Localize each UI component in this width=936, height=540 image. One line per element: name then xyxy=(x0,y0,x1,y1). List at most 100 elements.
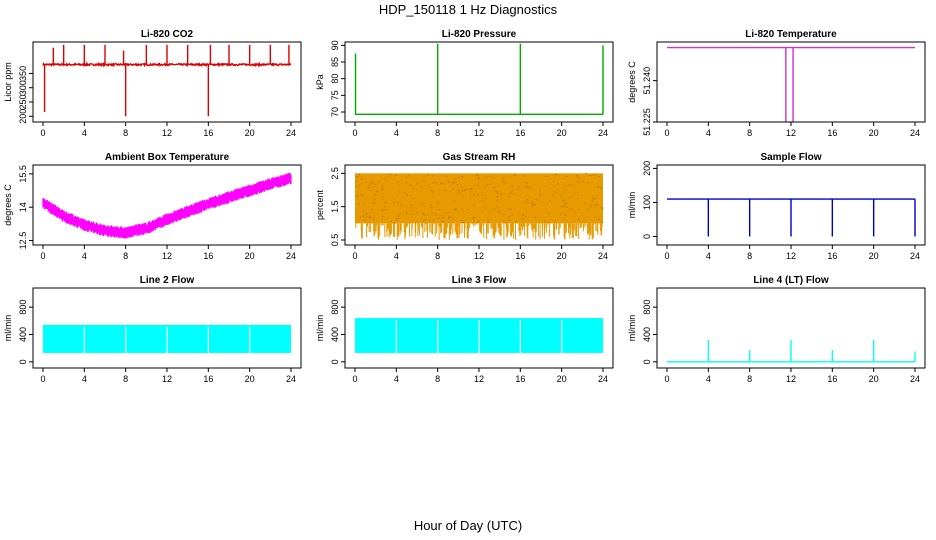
y-axis-label: degrees C xyxy=(3,184,13,226)
data-series xyxy=(355,318,603,353)
x-tick-label: 12 xyxy=(474,374,484,384)
y-tick-label: 1.5 xyxy=(330,200,340,213)
data-series xyxy=(42,173,292,239)
x-tick-label: 16 xyxy=(827,128,837,138)
x-tick-label: 12 xyxy=(786,374,796,384)
x-tick-label: 20 xyxy=(869,251,879,261)
x-tick-label: 24 xyxy=(598,251,608,261)
x-tick-label: 4 xyxy=(706,374,711,384)
x-tick-label: 16 xyxy=(515,374,525,384)
series-band xyxy=(42,173,292,239)
x-tick-label: 20 xyxy=(245,374,255,384)
x-tick-label: 0 xyxy=(352,251,357,261)
x-tick-label: 16 xyxy=(515,128,525,138)
x-tick-label: 0 xyxy=(664,374,669,384)
y-axis-label: percent xyxy=(315,189,325,220)
x-tick-label: 0 xyxy=(664,251,669,261)
y-tick-label: 75 xyxy=(330,90,340,100)
x-tick-label: 12 xyxy=(786,251,796,261)
panel-line3: Line 3 Flow ml/min 0 4 8 12 16 20 24 0 400 800 xyxy=(315,275,614,384)
data-series xyxy=(354,43,604,115)
x-tick-label: 8 xyxy=(747,251,752,261)
series-excursions xyxy=(355,223,603,240)
x-tick-label: 24 xyxy=(286,251,296,261)
plot-frame xyxy=(32,164,302,246)
x-tick-label: 20 xyxy=(557,251,567,261)
x-tick-label: 16 xyxy=(203,128,213,138)
x-tick-label: 4 xyxy=(394,128,399,138)
x-tick-label: 4 xyxy=(82,128,87,138)
x-tick-label: 20 xyxy=(557,128,567,138)
y-tick-label: 0.5 xyxy=(330,234,340,247)
series-texture xyxy=(355,172,604,224)
y-axis-label: ml/min xyxy=(315,315,325,342)
y-axis-label: ml/min xyxy=(627,192,637,219)
x-tick-label: 24 xyxy=(910,251,920,261)
panel-temperature: Li-820 Temperature degrees C 0 4 8 12 16 20 24 51… xyxy=(627,29,926,138)
data-series xyxy=(667,339,916,363)
x-tick-label: 0 xyxy=(664,128,669,138)
x-tick-label: 24 xyxy=(910,128,920,138)
y-tick-label: 51.225 xyxy=(642,108,652,136)
y-tick-label: 90 xyxy=(330,40,340,50)
panel-line4: Line 4 (LT) Flow ml/min 0 4 8 12 16 20 24 0 400 800 xyxy=(627,275,926,384)
y-tick-label: 80 xyxy=(330,74,340,84)
x-tick-label: 12 xyxy=(162,251,172,261)
y-axis-label: degrees C xyxy=(627,61,637,103)
x-tick-label: 8 xyxy=(435,128,440,138)
y-tick-label: 800 xyxy=(642,300,652,315)
panel-ambient: Ambient Box Temperature degrees C 0 4 8 12 16 2… xyxy=(3,152,302,261)
panel-title: Gas Stream RH xyxy=(443,152,516,163)
x-tick-label: 4 xyxy=(82,251,87,261)
y-tick-label: 2.5 xyxy=(330,167,340,180)
y-axis-label: ml/min xyxy=(3,315,13,342)
x-tick-label: 24 xyxy=(598,374,608,384)
x-tick-label: 16 xyxy=(203,374,213,384)
x-tick-label: 4 xyxy=(394,374,399,384)
y-tick-label: 51.240 xyxy=(642,67,652,95)
x-tick-label: 20 xyxy=(245,128,255,138)
y-tick-label: 200 xyxy=(18,109,28,124)
x-tick-label: 20 xyxy=(245,251,255,261)
panel-title: Sample Flow xyxy=(760,152,821,163)
data-series xyxy=(667,198,916,237)
x-tick-label: 16 xyxy=(827,374,837,384)
y-tick-label: 0 xyxy=(642,234,652,239)
plot-frame xyxy=(344,41,614,123)
x-tick-label: 16 xyxy=(515,251,525,261)
data-series xyxy=(42,44,292,117)
plot-frame xyxy=(656,41,926,123)
y-tick-label: 85 xyxy=(330,57,340,67)
x-tick-label: 20 xyxy=(869,128,879,138)
x-tick-label: 24 xyxy=(598,128,608,138)
x-tick-label: 8 xyxy=(435,374,440,384)
y-tick-label: 250 xyxy=(18,94,28,109)
x-tick-label: 8 xyxy=(123,251,128,261)
panel-pressure: Li-820 Pressure kPa 0 4 8 12 16 20 24 70 75 80 85 90 xyxy=(315,29,614,138)
data-series xyxy=(667,46,915,122)
x-tick-label: 12 xyxy=(786,128,796,138)
panel-title: Li-820 Temperature xyxy=(745,29,837,40)
y-tick-label: 400 xyxy=(18,327,28,342)
y-tick-label: 100 xyxy=(642,195,652,210)
x-tick-label: 16 xyxy=(203,251,213,261)
x-tick-label: 4 xyxy=(82,374,87,384)
x-tick-label: 0 xyxy=(40,251,45,261)
y-tick-label: 12.5 xyxy=(18,232,28,250)
panel-sample: Sample Flow ml/min 0 4 8 12 16 20 24 0 100 200 xyxy=(627,152,926,261)
y-axis-label: kPa xyxy=(315,74,325,90)
x-tick-label: 4 xyxy=(706,251,711,261)
x-tick-label: 24 xyxy=(286,128,296,138)
y-axis-label: ml/min xyxy=(627,315,637,342)
x-tick-label: 16 xyxy=(827,251,837,261)
x-tick-label: 8 xyxy=(123,128,128,138)
y-tick-label: 14 xyxy=(18,202,28,212)
x-tick-label: 12 xyxy=(162,128,172,138)
x-tick-label: 4 xyxy=(706,128,711,138)
y-tick-label: 800 xyxy=(18,300,28,315)
data-series xyxy=(43,324,291,353)
x-tick-label: 0 xyxy=(352,128,357,138)
panel-title: Li-820 Pressure xyxy=(442,29,517,40)
figure-title: HDP_150118 1 Hz Diagnostics xyxy=(378,2,558,17)
